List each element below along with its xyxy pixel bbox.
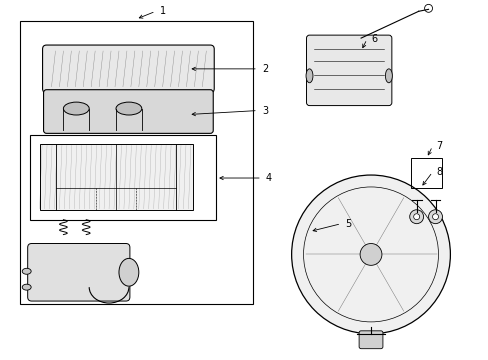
Ellipse shape [385, 69, 391, 83]
Bar [410, 158, 442, 188]
Text: 4: 4 [265, 173, 271, 183]
Ellipse shape [63, 102, 89, 115]
FancyBboxPatch shape [43, 90, 213, 133]
Circle shape [359, 243, 381, 265]
Bar [30, 135, 216, 220]
Circle shape [291, 175, 449, 334]
Bar [20, 21, 252, 304]
Ellipse shape [119, 258, 139, 286]
FancyBboxPatch shape [28, 243, 130, 301]
Text: 8: 8 [436, 167, 442, 177]
Circle shape [424, 4, 432, 12]
Circle shape [427, 210, 442, 224]
Circle shape [409, 210, 423, 224]
Ellipse shape [22, 268, 31, 274]
Ellipse shape [305, 69, 312, 83]
Text: 2: 2 [262, 64, 267, 74]
Text: 1: 1 [160, 6, 165, 16]
FancyBboxPatch shape [42, 45, 214, 93]
Circle shape [432, 214, 438, 220]
Text: 5: 5 [345, 219, 351, 229]
Bar [40, 144, 193, 210]
Ellipse shape [22, 284, 31, 290]
FancyBboxPatch shape [358, 331, 382, 349]
Ellipse shape [116, 102, 142, 115]
Text: 3: 3 [262, 105, 267, 116]
Text: 7: 7 [436, 141, 442, 151]
FancyBboxPatch shape [306, 35, 391, 105]
Circle shape [413, 214, 419, 220]
Text: 6: 6 [370, 34, 376, 44]
